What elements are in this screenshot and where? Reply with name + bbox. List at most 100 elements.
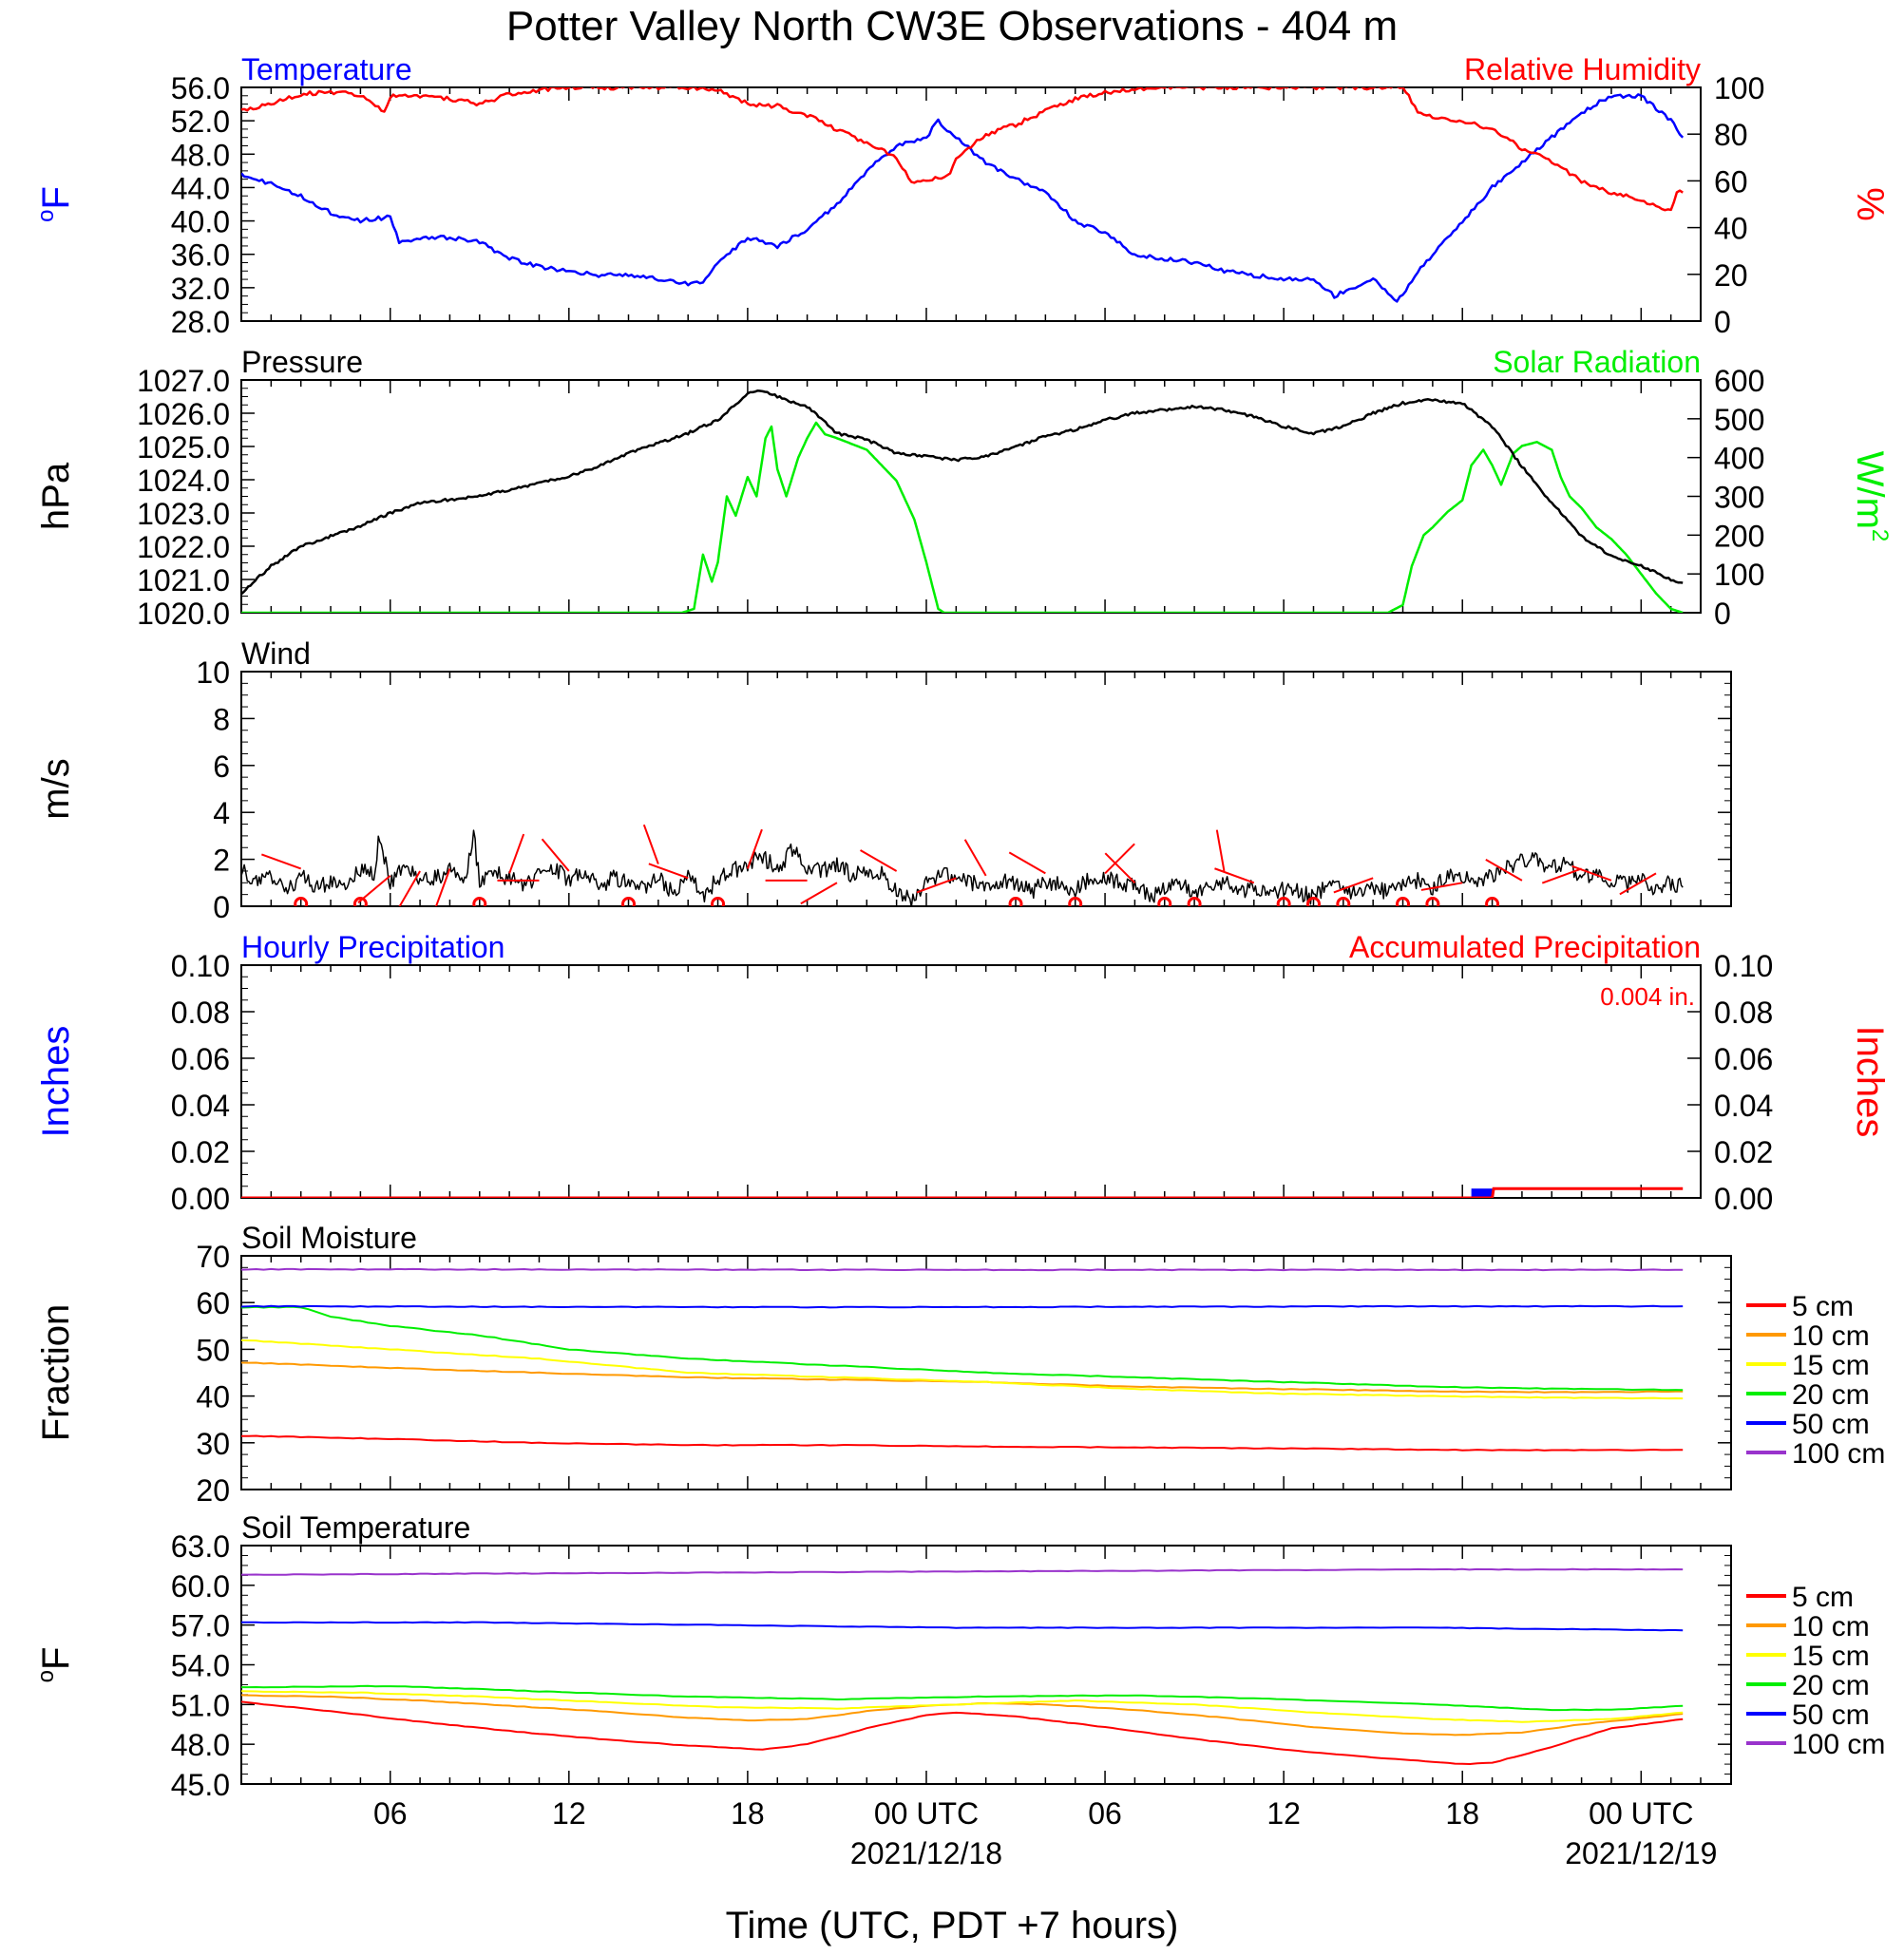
- y-axis-label-left: oF: [33, 1647, 77, 1683]
- wind-barb: [508, 833, 525, 874]
- y-tick-label-left: 44.0: [171, 171, 230, 205]
- accumulated-precip-line: [241, 1186, 1684, 1198]
- panel-title-right: Relative Humidity: [1464, 52, 1701, 86]
- panel-title-left: Temperature: [241, 52, 412, 86]
- unit-letter: F: [35, 186, 77, 209]
- legend-label: 5 cm: [1792, 1582, 1854, 1613]
- panel-precip: 0.00 0.02 0.04 0.06 0.08 0.10 0.00 0.02 0.04 0.06…: [35, 930, 1891, 1216]
- y-tick-label-left: 28.0: [171, 305, 230, 339]
- y-tick-label-left: 56.0: [171, 71, 230, 105]
- legend-label: 10 cm: [1792, 1320, 1870, 1352]
- panel-title-left: Soil Moisture: [241, 1221, 417, 1255]
- y-tick-label-left: 50: [196, 1333, 230, 1367]
- calm-wind-marker: [1157, 897, 1172, 906]
- y-tick-label-left: 57.0: [171, 1609, 230, 1643]
- degree-superscript: o: [33, 210, 59, 222]
- wind-barb: [860, 849, 898, 872]
- y-tick-label-left: 48.0: [171, 138, 230, 172]
- y-tick-label-left: 0: [213, 890, 230, 924]
- y-tick-label-right: 600: [1714, 364, 1764, 398]
- y-tick-label-left: 0.06: [171, 1042, 230, 1076]
- y-tick-label-left: 6: [213, 750, 230, 784]
- y-tick-label-right: 20: [1714, 258, 1748, 293]
- data-layer: [241, 87, 1685, 303]
- legend-label: 5 cm: [1792, 1291, 1854, 1322]
- y-tick-label-left: 1025.0: [137, 430, 230, 465]
- y-tick-label-left: 10: [196, 655, 230, 690]
- panel-pressure_solar: 1020.01021.01022.01023.01024.01025.01026…: [35, 345, 1893, 631]
- panel-title-right: Solar Radiation: [1493, 345, 1701, 379]
- legend-label: 50 cm: [1792, 1699, 1870, 1731]
- time-tick-label: 00 UTC: [1589, 1796, 1693, 1831]
- y-tick-label-right: 0.04: [1714, 1089, 1773, 1123]
- time-tick-label: 12: [1266, 1796, 1301, 1831]
- series-15-cm: [241, 1690, 1684, 1723]
- data-layer: [241, 1267, 1684, 1452]
- wind-barb: [1541, 867, 1582, 884]
- unit-wm: W/m: [1849, 451, 1891, 529]
- y-tick-label-left: 45.0: [171, 1768, 230, 1802]
- y-tick-label-left: 48.0: [171, 1728, 230, 1762]
- data-layer: [241, 1567, 1684, 1765]
- y-tick-label-right: 40: [1714, 212, 1748, 246]
- degree-superscript: o: [33, 1670, 59, 1682]
- series-temperature: [241, 93, 1685, 303]
- data-layer: [241, 389, 1684, 613]
- y-tick-label-right: 100: [1714, 558, 1764, 592]
- y-tick-label-left: 40: [196, 1380, 230, 1414]
- panel-title-left: Pressure: [241, 345, 363, 379]
- y-tick-label-left: 1020.0: [137, 597, 230, 631]
- wind-barb: [398, 870, 421, 906]
- unit-superscript: 2: [1867, 529, 1893, 541]
- y-tick-label-left: 54.0: [171, 1649, 230, 1683]
- wind-barb: [261, 853, 302, 870]
- calm-wind-marker: [1008, 897, 1023, 906]
- y-tick-label-left: 1023.0: [137, 497, 230, 531]
- y-tick-label-left: 52.0: [171, 104, 230, 139]
- legend-label: 15 cm: [1792, 1350, 1870, 1381]
- wind-barb: [1485, 858, 1523, 882]
- y-tick-label-right: 300: [1714, 481, 1764, 515]
- time-tick-label: 06: [373, 1796, 408, 1831]
- y-tick-label-left: 70: [196, 1240, 230, 1274]
- y-tick-label-right: 0.00: [1714, 1182, 1773, 1216]
- hourly-precip-bar: [1471, 1188, 1493, 1198]
- y-tick-label-right: 60: [1714, 164, 1748, 199]
- panel-soil_moisture: 20 30 40 50 60 70 Soil Moisture Fraction 5 cm10 …: [35, 1221, 1885, 1508]
- y-tick-label-left: 1022.0: [137, 530, 230, 564]
- calm-wind-marker: [352, 897, 368, 906]
- time-tick-labels: 06 12 18 00 UTC 2021/12/18 06 12 18 00 UTC 2021/1…: [373, 1796, 1717, 1870]
- series-20-cm: [241, 1305, 1684, 1392]
- wind-barb: [1215, 829, 1226, 872]
- legend-label: 20 cm: [1792, 1670, 1870, 1701]
- time-tick-date: 2021/12/18: [850, 1836, 1002, 1870]
- calm-wind-marker: [1396, 897, 1411, 906]
- wind-barb: [1104, 852, 1136, 884]
- calm-wind-marker: [711, 897, 726, 906]
- legend-label: 20 cm: [1792, 1379, 1870, 1411]
- y-tick-label-left: 8: [213, 702, 230, 736]
- y-tick-label-right: 400: [1714, 442, 1764, 476]
- y-tick-label-left: 40.0: [171, 205, 230, 239]
- y-tick-label-left: 0.00: [171, 1182, 230, 1216]
- panels-group: 28.032.036.040.044.048.052.056.002040608…: [33, 52, 1893, 1870]
- legend-label: 100 cm: [1792, 1438, 1885, 1470]
- time-tick-label: 12: [552, 1796, 586, 1831]
- y-tick-label-right: 80: [1714, 118, 1748, 152]
- calm-wind-marker: [1485, 897, 1500, 906]
- panel-temp_rh: 28.032.036.040.044.048.052.056.0 0 20 40 60 8…: [33, 52, 1891, 339]
- time-tick-date: 2021/12/19: [1565, 1836, 1717, 1870]
- calm-wind-marker: [1187, 897, 1202, 906]
- panel-soil_temperature: 45.0 48.0 51.0 54.0 57.0 60.0 63.0 Soil Tempera…: [33, 1510, 1885, 1802]
- y-tick-label-left: 60: [196, 1286, 230, 1320]
- wind-barb: [1420, 882, 1463, 891]
- y-axis-label-right: W/m2: [1849, 451, 1893, 542]
- calm-wind-marker: [1305, 897, 1321, 906]
- y-tick-label-right: 500: [1714, 403, 1764, 437]
- calm-wind-marker: [472, 897, 487, 906]
- series-15-cm: [241, 1338, 1684, 1400]
- y-tick-label-right: 0.02: [1714, 1135, 1773, 1169]
- y-tick-label-left: 63.0: [171, 1529, 230, 1564]
